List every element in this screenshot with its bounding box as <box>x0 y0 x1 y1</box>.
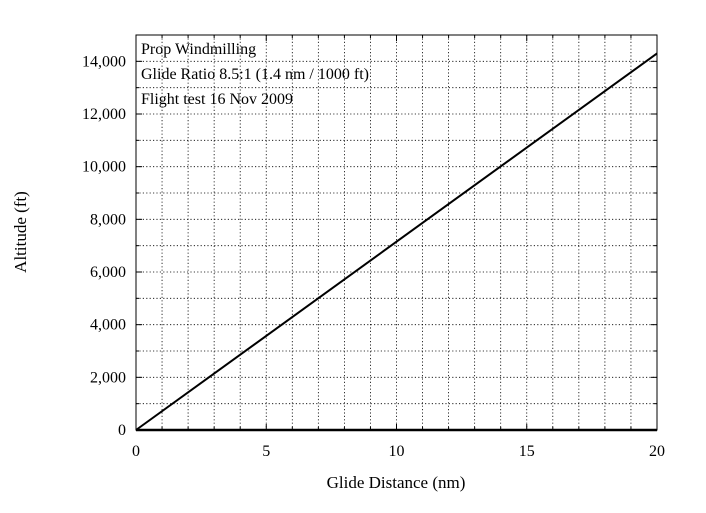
grid-lines <box>136 35 657 430</box>
y-axis-label: Altitude (ft) <box>11 191 30 273</box>
x-axis-label: Glide Distance (nm) <box>327 473 466 492</box>
y-tick-label: 4,000 <box>90 317 126 334</box>
y-tick-label: 6,000 <box>90 264 126 281</box>
y-tick-label: 0 <box>118 422 126 439</box>
x-tick-label: 10 <box>389 443 405 460</box>
y-tick-labels: 0 2,000 4,000 6,000 8,000 10,000 12,000 14,000 <box>82 53 126 439</box>
y-tick-label: 14,000 <box>82 53 126 70</box>
y-tick-label: 10,000 <box>82 159 126 176</box>
y-tick-label: 12,000 <box>82 106 126 123</box>
x-tick-label: 0 <box>132 443 140 460</box>
annotation-flight-test: Flight test 16 Nov 2009 <box>141 91 293 108</box>
glide-line <box>135 52 658 431</box>
x-tick-label: 5 <box>262 443 270 460</box>
x-tick-label: 15 <box>519 443 535 460</box>
x-tick-labels: 0 5 10 15 20 <box>132 443 665 460</box>
y-tick-label: 8,000 <box>90 211 126 228</box>
annotation-title: Prop Windmilling <box>141 41 256 58</box>
y-tick-label: 2,000 <box>90 369 126 386</box>
x-tick-label: 20 <box>649 443 665 460</box>
annotation-glide-ratio: Glide Ratio 8.5:1 (1.4 nm / 1000 ft) <box>141 66 369 83</box>
series-lines <box>135 52 658 432</box>
